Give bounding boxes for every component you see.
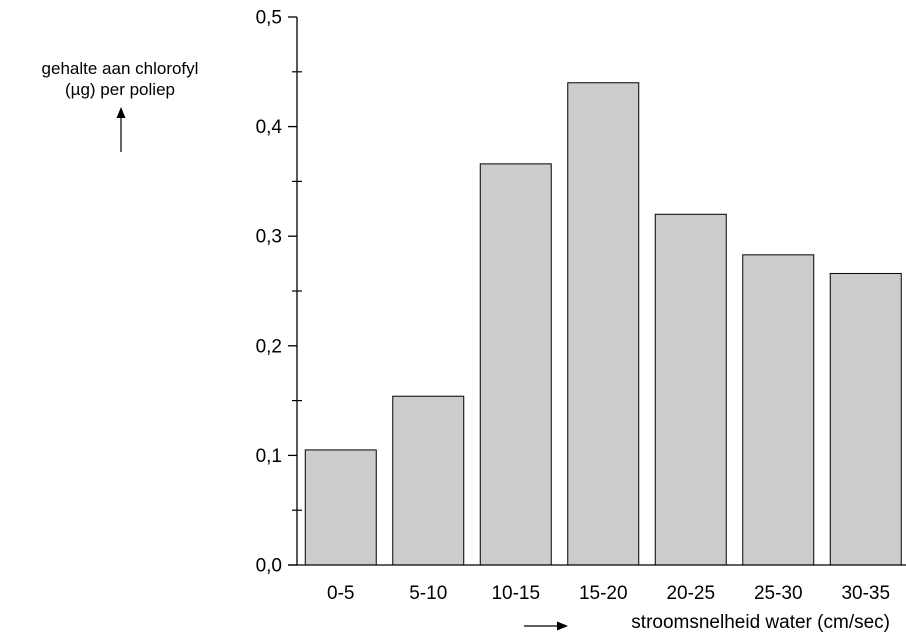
bar-20-25 [654, 213, 727, 566]
x-tick-label: 10-15 [491, 583, 540, 604]
bar-5-10 [392, 395, 465, 566]
x-tick-label: 0-5 [327, 583, 354, 604]
bar-25-30 [742, 254, 815, 566]
bar-15-20 [567, 82, 640, 566]
x-tick-label: 20-25 [666, 583, 715, 604]
y-tick-label: 0,2 [256, 336, 282, 357]
x-tick-label: 15-20 [579, 583, 628, 604]
x-axis-label: stroomsnelheid water (cm/sec) [631, 612, 890, 633]
y-axis-label-line-1: gehalte aan chlorofyl [41, 59, 199, 78]
x-tick-label: 5-10 [409, 583, 447, 604]
bar-30-35 [829, 272, 902, 566]
y-tick-label: 0,3 [256, 227, 282, 248]
y-axis-label-line-2: (µg) per poliep [65, 80, 175, 99]
x-tick-label: 30-35 [841, 583, 890, 604]
x-tick-label: 25-30 [754, 583, 803, 604]
bar-10-15 [479, 163, 552, 566]
y-tick-label: 0,0 [256, 556, 282, 577]
y-tick-label: 0,5 [256, 8, 282, 29]
bars [304, 82, 902, 566]
y-tick-label: 0,1 [256, 446, 282, 467]
x-label-arrowhead [557, 621, 568, 631]
y-axis: 0,0 0,1 0,2 0,3 0,4 0,5 [256, 8, 302, 577]
bar-0-5 [304, 449, 377, 566]
x-axis: 0-5 5-10 10-15 15-20 20-25 25-30 30-35 [288, 564, 906, 604]
axis-arrows [116, 107, 568, 631]
y-label-arrowhead [116, 107, 126, 118]
y-tick-label: 0,4 [256, 117, 283, 138]
